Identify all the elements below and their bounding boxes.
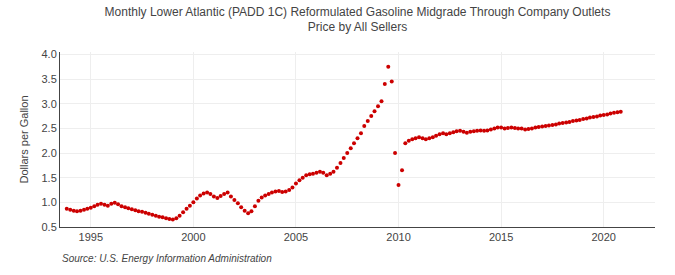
svg-text:Source: U.S. Energy Informatio: Source: U.S. Energy Information Administ… xyxy=(62,253,272,264)
svg-text:2020: 2020 xyxy=(591,231,615,243)
svg-text:1995: 1995 xyxy=(79,231,103,243)
svg-text:4.0: 4.0 xyxy=(42,48,57,60)
svg-text:2005: 2005 xyxy=(284,231,308,243)
svg-text:3.5: 3.5 xyxy=(42,73,57,85)
svg-text:2010: 2010 xyxy=(386,231,410,243)
svg-text:Dollars per Gallon: Dollars per Gallon xyxy=(18,95,30,183)
svg-text:1.0: 1.0 xyxy=(42,196,57,208)
svg-text:2.5: 2.5 xyxy=(42,122,57,134)
svg-text:2015: 2015 xyxy=(489,231,513,243)
svg-text:2000: 2000 xyxy=(181,231,205,243)
svg-text:Monthly Lower Atlantic (PADD 1: Monthly Lower Atlantic (PADD 1C) Reformu… xyxy=(105,5,611,35)
svg-text:3.0: 3.0 xyxy=(42,98,57,110)
svg-text:2.0: 2.0 xyxy=(42,147,57,159)
svg-text:0.5: 0.5 xyxy=(42,221,57,233)
svg-text:1.5: 1.5 xyxy=(42,172,57,184)
